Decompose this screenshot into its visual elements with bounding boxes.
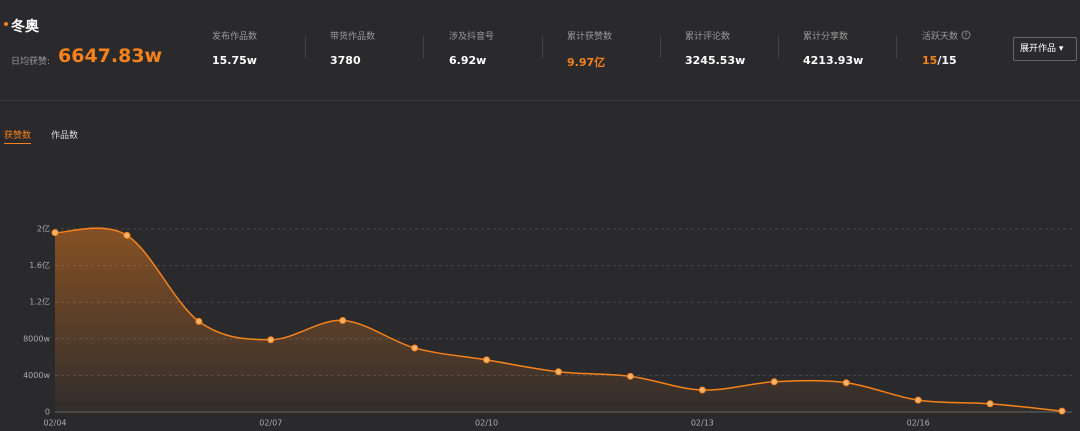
help-icon[interactable]: ? bbox=[961, 30, 971, 40]
point bbox=[626, 372, 634, 380]
stat-value: 6.92w bbox=[449, 54, 487, 67]
point bbox=[698, 386, 706, 394]
stat-label: 涉及抖音号 bbox=[449, 32, 495, 42]
point bbox=[914, 396, 922, 404]
x-tick-label: 02/07 bbox=[259, 419, 282, 428]
point bbox=[770, 378, 778, 386]
divider bbox=[423, 36, 424, 58]
y-tick-label: 2亿 bbox=[37, 224, 50, 234]
stat-value: 15/15 bbox=[922, 54, 957, 67]
stat-label: 发布作品数 bbox=[212, 32, 258, 42]
divider bbox=[305, 36, 306, 58]
point bbox=[986, 400, 994, 408]
x-tick-label: 02/16 bbox=[907, 419, 930, 428]
active-total: /15 bbox=[937, 54, 957, 67]
point bbox=[483, 356, 491, 364]
divider bbox=[660, 36, 661, 58]
y-tick-label: 0 bbox=[45, 408, 50, 417]
stat-label: 带货作品数 bbox=[330, 32, 376, 42]
tab-active[interactable]: 获赞数 bbox=[4, 128, 32, 144]
active-label: 活跃天数 bbox=[922, 32, 959, 42]
x-tick-label: 02/10 bbox=[475, 419, 498, 428]
y-tick-label: 4000w bbox=[23, 371, 50, 380]
separator bbox=[0, 100, 1080, 101]
point bbox=[267, 336, 275, 344]
point bbox=[411, 344, 419, 352]
expand-button[interactable]: 展开作品 ▾ bbox=[1013, 37, 1077, 61]
button-text: 展开作品 bbox=[1020, 44, 1057, 54]
daily-label: 日均获赞: bbox=[11, 57, 51, 67]
y-tick-label: 1.6亿 bbox=[29, 260, 50, 270]
point bbox=[1058, 407, 1066, 415]
stat-value: 3245.53w bbox=[685, 54, 746, 67]
active-value: 15 bbox=[922, 54, 938, 67]
tab[interactable]: 作品数 bbox=[51, 131, 79, 141]
stat-label: 累计分享数 bbox=[803, 32, 849, 42]
svg-text:?: ? bbox=[964, 32, 967, 39]
bullet bbox=[4, 22, 8, 26]
stat-value: 4213.93w bbox=[803, 54, 864, 67]
x-tick-label: 02/04 bbox=[43, 419, 66, 428]
daily-value: 6647.83w bbox=[58, 45, 163, 67]
x-tick-label: 02/13 bbox=[691, 419, 714, 428]
point bbox=[123, 231, 131, 239]
area bbox=[55, 228, 1062, 412]
stat-label: 累计评论数 bbox=[685, 32, 731, 42]
point bbox=[555, 368, 562, 376]
stat-label: 累计获赞数 bbox=[567, 32, 613, 42]
stat-value: 9.97亿 bbox=[567, 56, 606, 69]
point bbox=[195, 317, 203, 325]
divider bbox=[778, 36, 779, 58]
topic-title: 冬奥 bbox=[11, 19, 39, 35]
divider bbox=[896, 36, 897, 58]
stat-value: 15.75w bbox=[212, 54, 257, 67]
y-tick-label: 1.2亿 bbox=[29, 297, 50, 307]
stat-label: 活跃天数 ? bbox=[922, 29, 971, 42]
point bbox=[51, 229, 59, 237]
divider bbox=[542, 36, 543, 58]
point bbox=[339, 317, 347, 324]
y-tick-label: 8000w bbox=[23, 334, 50, 343]
stat-value: 3780 bbox=[330, 54, 361, 67]
point bbox=[842, 379, 850, 387]
